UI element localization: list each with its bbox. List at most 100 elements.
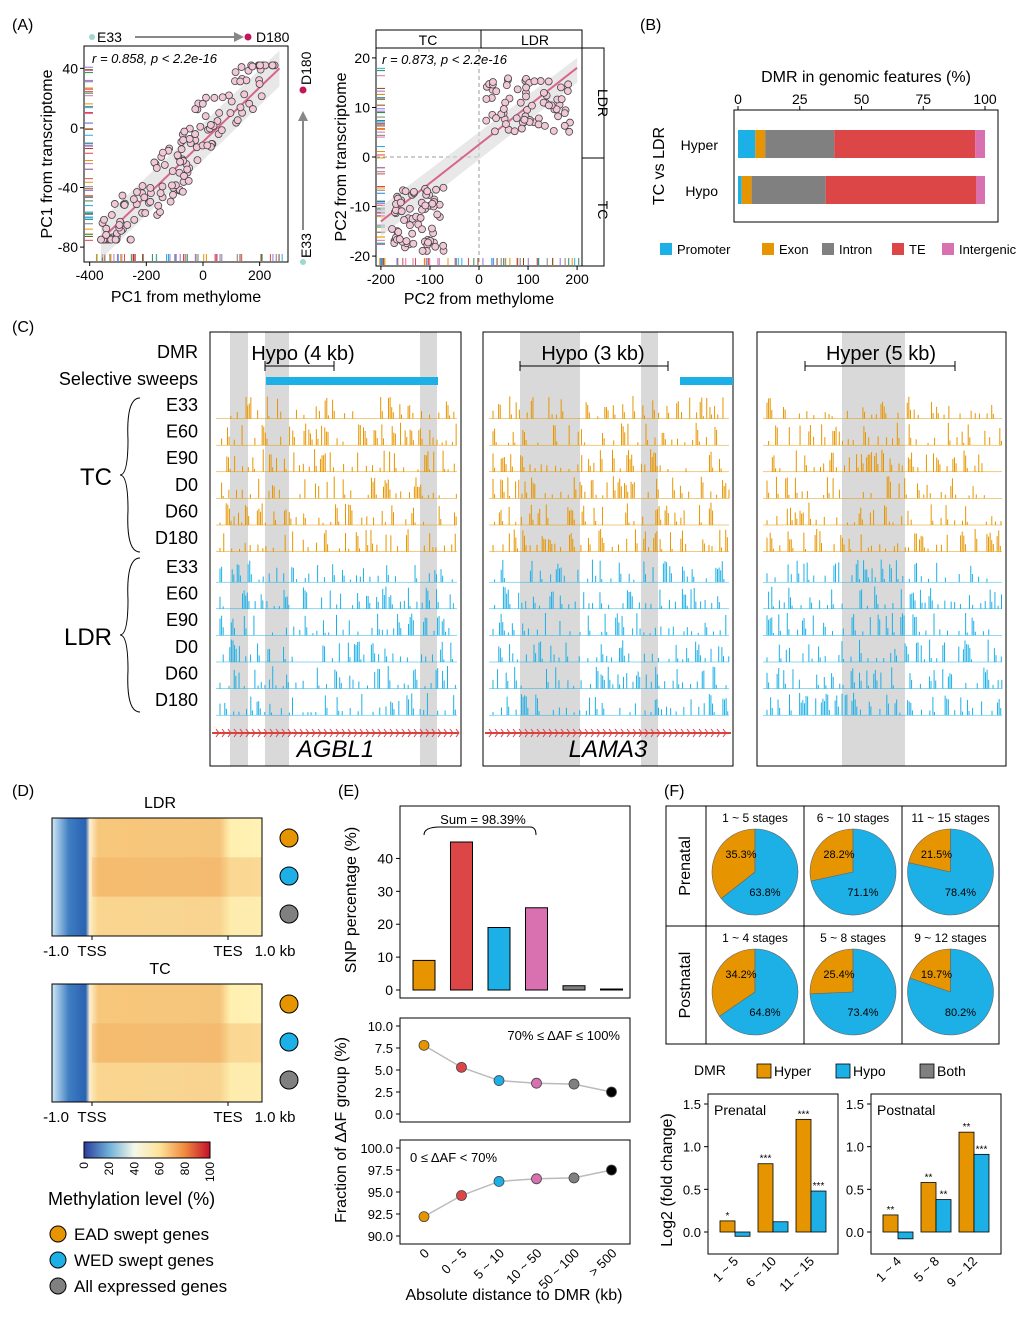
pie-label-hypo: 63.8% [749,887,780,899]
pie-slice-hyper [711,828,756,900]
x-tick-label: -100 [416,271,444,287]
data-point [185,135,194,143]
strand-arrow [251,728,256,738]
sweep-bar [266,377,438,385]
scale-tick-label: 40 [127,1162,141,1176]
strand-arrow [347,728,352,738]
legend-swatch [756,1063,772,1079]
data-point [233,116,242,125]
y-tick-label: 0.0 [683,1225,701,1240]
x-tick-label: 6 ~ 10 [743,1254,779,1290]
locus-title: Hypo (4 kb) [251,343,354,365]
y-tick-label: -10 [350,199,370,215]
data-point [528,101,536,110]
data-point [502,81,511,90]
plot-frame [707,1093,839,1255]
strand-arrow [518,728,523,738]
trend-line [423,1044,612,1093]
arrow-start-label: E33 [97,29,122,45]
track-label-tc: E33 [166,395,198,415]
data-point [418,225,426,234]
scale-tick-label: 100 [203,1162,217,1182]
strand-arrow [662,728,667,738]
tick-label: 1.0 kb [255,943,296,960]
data-point [133,188,141,196]
stat-label: r = 0.873, p < 2.2e-16 [382,52,508,67]
gene-name: LAMA3 [569,736,648,763]
strand-arrow [650,728,655,738]
x-tick-label: 0 [475,271,483,287]
x-axis-label: Absolute distance to DMR (kb) [406,1287,623,1304]
panel-label-F: (F) [664,783,684,800]
strand-arrow [566,728,571,738]
data-point [433,210,442,219]
data-point [606,1086,617,1098]
stacked-bar-exon [741,176,752,204]
strip-label: LDR [521,32,549,48]
gene-name: AGBL1 [295,736,374,763]
stacked-bar-exon [755,130,766,158]
panel-b: DMR in genomic features (%) 0 25 50 75 100 TC … [651,69,1017,257]
tick-label: -1.0 [43,1109,69,1126]
sig-mark: * [726,1211,730,1222]
stat-label: r = 0.858, p < 2.2e-16 [92,51,218,66]
data-point [146,183,155,192]
x-tick-label: 1 ~ 5 [710,1254,741,1285]
start-marker [300,259,306,265]
strand-arrow [656,728,661,738]
y-tick-label: 0.0 [846,1225,864,1240]
data-point [530,77,539,86]
panel-label-B: (B) [640,17,661,34]
bar [562,985,586,991]
strand-arrow [698,728,703,738]
y-axis-label: PC1 from transcriptome [39,69,56,238]
brace-tc [119,397,141,553]
plot-frame [399,805,631,999]
stacked-bar-intron [765,130,835,158]
x-tick-label: 0 ~ 5 [438,1246,469,1277]
strand-arrow [632,728,637,738]
legend-swatch [822,243,834,255]
y-tick-label: 0.0 [375,1107,393,1122]
panel-label-A: (A) [12,17,33,34]
data-point [540,88,548,97]
strand-arrow [686,728,691,738]
data-point [138,182,147,190]
y-tick-label: 1.0 [846,1140,864,1155]
strand-arrow [638,728,643,738]
x-tick-label: 5 ~ 8 [911,1254,942,1285]
heatmap-row-3 [92,896,262,936]
data-point [545,101,553,110]
dmr-shade [420,332,437,766]
data-point [504,74,512,83]
legend-dot [49,1225,67,1243]
locus-frame [482,331,734,767]
data-point [120,201,129,209]
data-point [210,93,219,102]
data-point [180,127,189,136]
locus-panel: Hyper (5 kb) [756,331,1007,767]
legend-swatch [919,1063,935,1079]
pie-label-hypo: 64.8% [749,1007,780,1019]
bar-hypo [772,1221,789,1233]
y-axis-label: PC2 from transcriptome [333,72,350,241]
pie-slice-hyper [711,948,756,1017]
strand-arrow [377,728,382,738]
strand-arrow [353,728,358,738]
arrow-end-label: D180 [298,51,314,85]
panel-annotation: 70% ≤ ΔAF ≤ 100% [507,1028,620,1043]
data-point [406,221,414,230]
data-point [421,201,430,210]
data-point [196,122,205,131]
strand-arrow [506,728,511,738]
legend-label: Intron [839,242,872,257]
data-point [531,1077,542,1089]
data-point [159,148,167,157]
data-point [201,112,210,121]
track-label-tc: D60 [165,501,198,521]
trend-line [423,1169,612,1218]
strand-arrow [584,728,589,738]
bar-hyper [757,1163,774,1233]
tick-label: TSS [77,943,106,960]
strand-arrow [674,728,679,738]
